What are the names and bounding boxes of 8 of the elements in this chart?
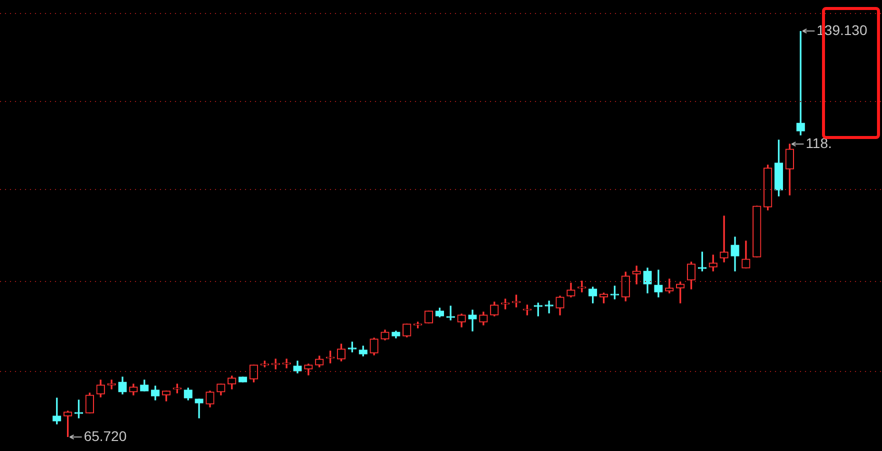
annotation: 118. (806, 134, 832, 151)
candlestick (632, 266, 641, 284)
candlestick (544, 300, 554, 314)
candlestick (468, 310, 477, 332)
candlestick (282, 358, 291, 368)
candlestick (720, 216, 728, 262)
candlestick (194, 398, 204, 418)
annotation: 65.720 (84, 428, 127, 444)
